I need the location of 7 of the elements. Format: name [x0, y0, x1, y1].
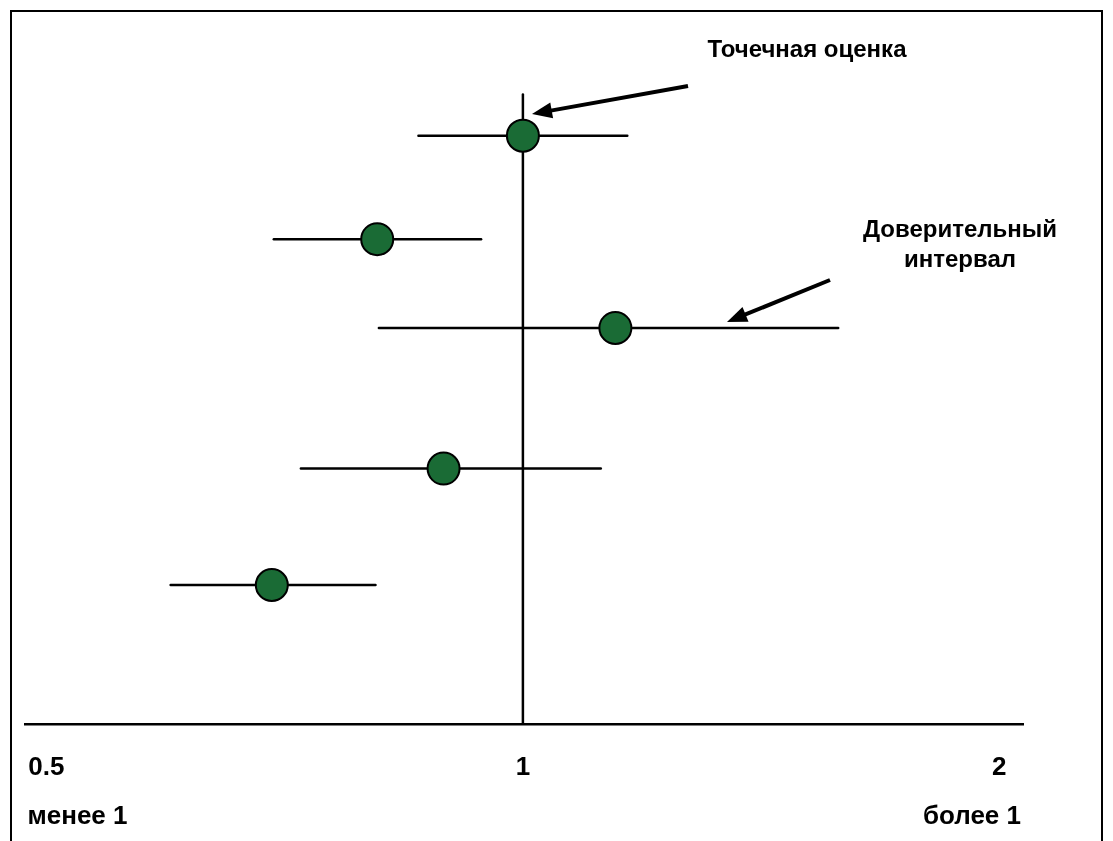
annotation: Доверительный интервал	[862, 214, 1058, 272]
x-tick-label: 1	[515, 750, 531, 781]
text: Точечная оценка	[707, 34, 908, 62]
text: более 1	[922, 800, 1021, 831]
x-tick-label: 0.5	[28, 750, 65, 781]
x-tick-label: 2	[992, 750, 1007, 781]
text: менее 1	[27, 800, 128, 831]
